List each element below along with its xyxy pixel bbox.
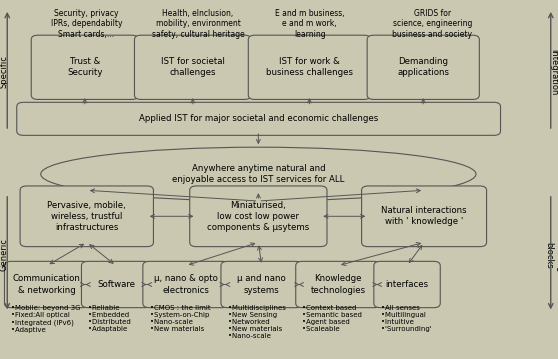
- FancyBboxPatch shape: [367, 35, 479, 99]
- Text: Communication
& networking: Communication & networking: [13, 275, 81, 294]
- FancyBboxPatch shape: [296, 261, 381, 308]
- Text: Health, eInclusion,
mobility, environment
safety, cultural heritage: Health, eInclusion, mobility, environmen…: [152, 9, 244, 39]
- Text: interfaces: interfaces: [386, 280, 429, 289]
- Text: Anywhere anytime natural and
enjoyable access to IST services for ALL: Anywhere anytime natural and enjoyable a…: [172, 164, 344, 184]
- Text: μ, nano & opto
electronics: μ, nano & opto electronics: [154, 275, 218, 294]
- Text: GRIDS for
science, engineering
business and society: GRIDS for science, engineering business …: [392, 9, 473, 39]
- Text: IST for work &
business challenges: IST for work & business challenges: [266, 57, 353, 77]
- Text: Demanding
applications: Demanding applications: [397, 57, 449, 77]
- Text: •Multidisciplines
•New Sensing
•Networked
•New materials
•Nano-scale: •Multidisciplines •New Sensing •Networke…: [228, 305, 286, 339]
- Text: Security, privacy
IPRs, dependabilty
Smart cards,...: Security, privacy IPRs, dependabilty Sma…: [51, 9, 122, 39]
- Text: Trust &
Security: Trust & Security: [67, 57, 103, 77]
- Text: •CMOS : the limit
•System-on-Chip
•Nano-scale
•New materials: •CMOS : the limit •System-on-Chip •Nano-…: [150, 305, 210, 332]
- Text: Software: Software: [97, 280, 135, 289]
- Text: integration: integration: [550, 48, 558, 95]
- FancyBboxPatch shape: [20, 186, 153, 247]
- Text: Generic: Generic: [0, 238, 9, 271]
- Text: •Reliable
•Embedded
•Distributed
•Adaptable: •Reliable •Embedded •Distributed •Adapta…: [88, 305, 131, 332]
- Text: Natural interactions
with ' knowledge ': Natural interactions with ' knowledge ': [381, 206, 467, 226]
- FancyBboxPatch shape: [143, 261, 229, 308]
- FancyBboxPatch shape: [221, 261, 302, 308]
- Text: •Mobile: beyond 3G
•Fixed:All optical
•Integrated (IPv6)
•Adaptive: •Mobile: beyond 3G •Fixed:All optical •I…: [11, 305, 81, 333]
- Text: Knowledge
technologies: Knowledge technologies: [311, 275, 365, 294]
- FancyBboxPatch shape: [81, 261, 151, 308]
- FancyBboxPatch shape: [362, 186, 487, 247]
- Ellipse shape: [41, 147, 476, 201]
- Text: Miniaturised,
low cost low power
components & μsytems: Miniaturised, low cost low power compone…: [207, 201, 310, 232]
- FancyBboxPatch shape: [31, 35, 138, 99]
- Text: Applied IST for major societal and economic challenges: Applied IST for major societal and econo…: [139, 114, 378, 123]
- FancyBboxPatch shape: [248, 35, 371, 99]
- FancyBboxPatch shape: [134, 35, 251, 99]
- Text: •Context based
•Semantic based
•Agent based
•Scaleable: •Context based •Semantic based •Agent ba…: [302, 305, 362, 332]
- Text: Pervasive, mobile,
wireless, trustful
infrastructures: Pervasive, mobile, wireless, trustful in…: [47, 201, 126, 232]
- FancyBboxPatch shape: [17, 102, 501, 135]
- Text: IST for societal
challenges: IST for societal challenges: [161, 57, 225, 77]
- Text: μ and nano
systems: μ and nano systems: [237, 275, 286, 294]
- Text: Building
blocks: Building blocks: [545, 238, 558, 272]
- FancyBboxPatch shape: [190, 186, 327, 247]
- FancyBboxPatch shape: [4, 261, 89, 308]
- Text: Specific: Specific: [0, 55, 9, 88]
- Text: E and m business,
e and m work,
learning: E and m business, e and m work, learning: [275, 9, 344, 39]
- Text: •All senses
•Multilingual
•Intuitive
•'Surrounding': •All senses •Multilingual •Intuitive •'S…: [381, 305, 431, 332]
- FancyBboxPatch shape: [374, 261, 440, 308]
